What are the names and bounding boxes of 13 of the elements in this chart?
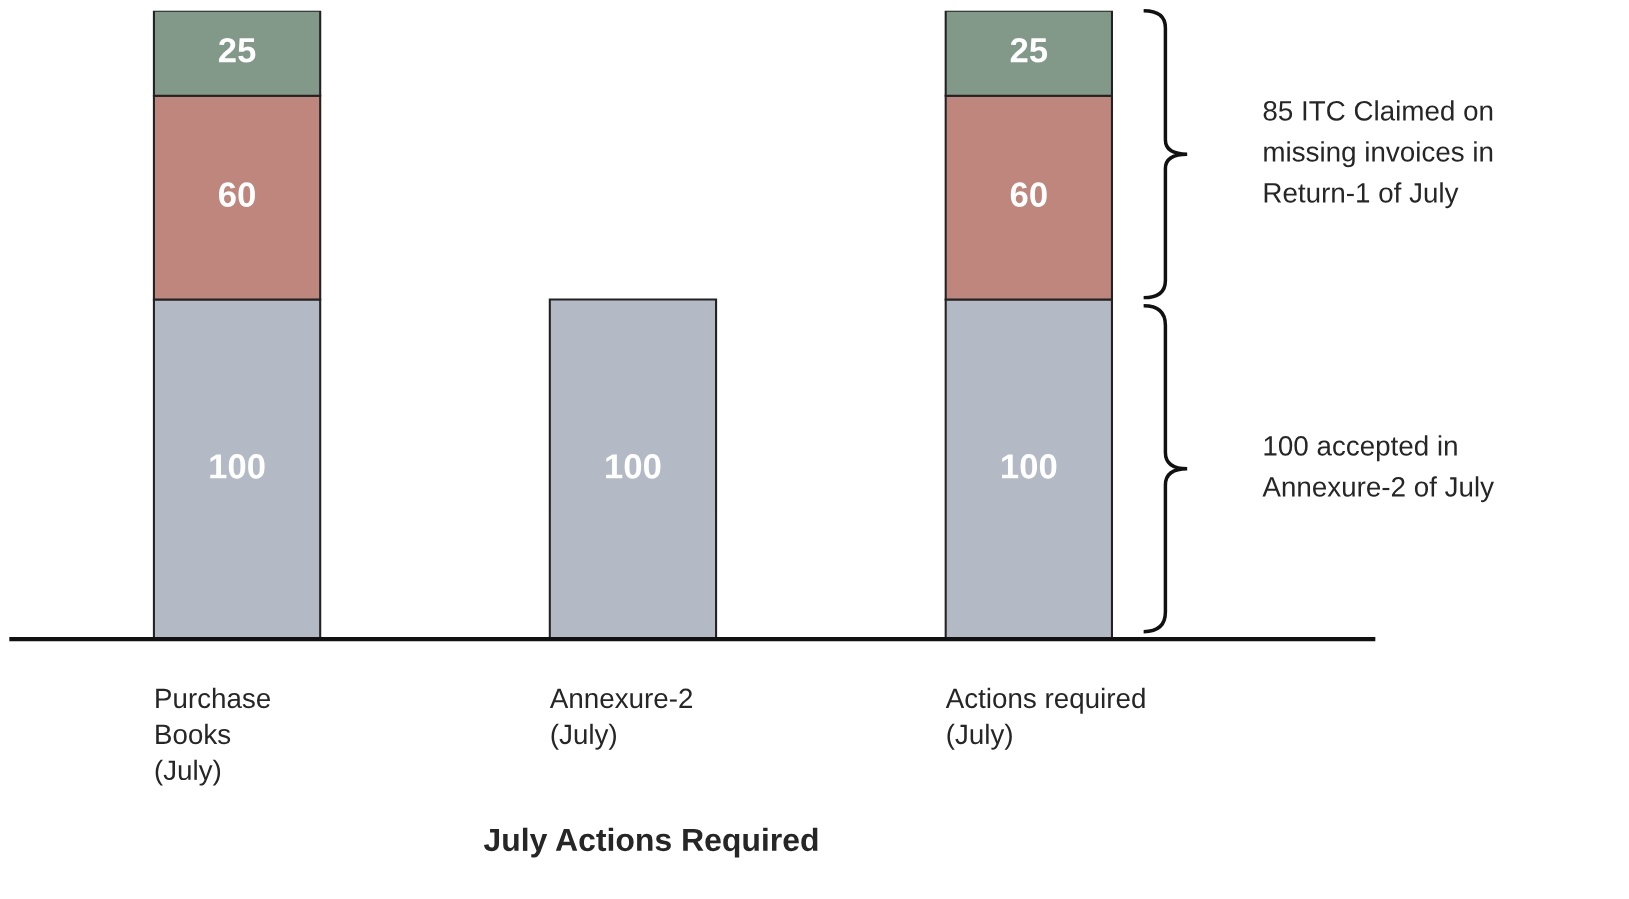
data-label: 100 (1002, 454, 1057, 479)
annotation: 85 ITC Claimed on missing invoices in Return-1 of July (1263, 100, 1493, 209)
x-axis-title: July Actions Required (483, 827, 818, 858)
x-tick-label: Purchase Books (July) (155, 687, 271, 786)
data-label: 60 (1010, 182, 1047, 207)
x-tick-label: Annexure-2 (July) (549, 688, 693, 750)
x-tick-label: Actions required (July) (945, 687, 1145, 750)
data-label: 100 (606, 454, 661, 479)
data-label: 100 (210, 454, 265, 479)
data-label: 25 (218, 37, 256, 63)
data-label: 25 (1010, 37, 1048, 63)
data-label: 60 (219, 182, 255, 207)
annotation: 100 accepted in Annexure-2 of July (1262, 435, 1494, 503)
